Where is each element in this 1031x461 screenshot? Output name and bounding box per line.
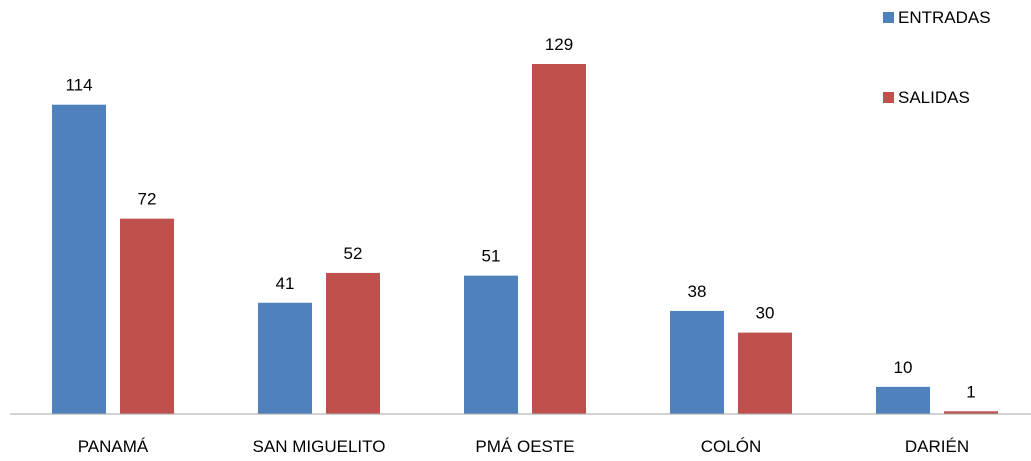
data-label-entradas-2: 51 [482,247,501,266]
bar-salidas-0 [120,218,174,414]
bar-entradas-1 [258,302,312,414]
category-label-2: PMÁ OESTE [475,437,574,456]
bar-entradas-0 [52,104,106,414]
bar-entradas-4 [876,386,930,414]
data-labels-layer: 114 72 41 52 51 129 38 30 10 1 [65,35,975,401]
category-labels-layer: PANAMÁ SAN MIGUELITO PMÁ OESTE COLÓN DARIÉN [78,437,969,456]
category-label-4: DARIÉN [905,437,969,456]
data-label-entradas-0: 114 [65,76,92,95]
legend-swatch-entradas [883,12,894,23]
legend-swatch-salidas [883,92,894,103]
category-label-1: SAN MIGUELITO [253,437,386,456]
data-label-salidas-2: 129 [545,35,573,54]
bars-layer [52,64,998,414]
category-label-0: PANAMÁ [78,437,149,456]
legend-label-salidas: SALIDAS [898,88,970,107]
bar-entradas-3 [670,310,724,414]
legend: ENTRADAS SALIDAS [883,8,991,107]
data-label-salidas-4: 1 [966,382,975,401]
data-label-salidas-0: 72 [138,190,157,209]
data-label-salidas-1: 52 [344,244,363,263]
data-label-entradas-3: 38 [688,282,707,301]
bar-salidas-1 [326,272,380,414]
bar-salidas-2 [532,64,586,414]
data-label-entradas-1: 41 [276,274,295,293]
bar-salidas-3 [738,332,792,414]
category-label-3: COLÓN [701,437,761,456]
data-label-salidas-3: 30 [756,304,775,323]
data-label-entradas-4: 10 [894,358,913,377]
bar-salidas-4 [944,411,998,414]
legend-label-entradas: ENTRADAS [898,8,991,27]
bar-entradas-2 [464,275,518,414]
